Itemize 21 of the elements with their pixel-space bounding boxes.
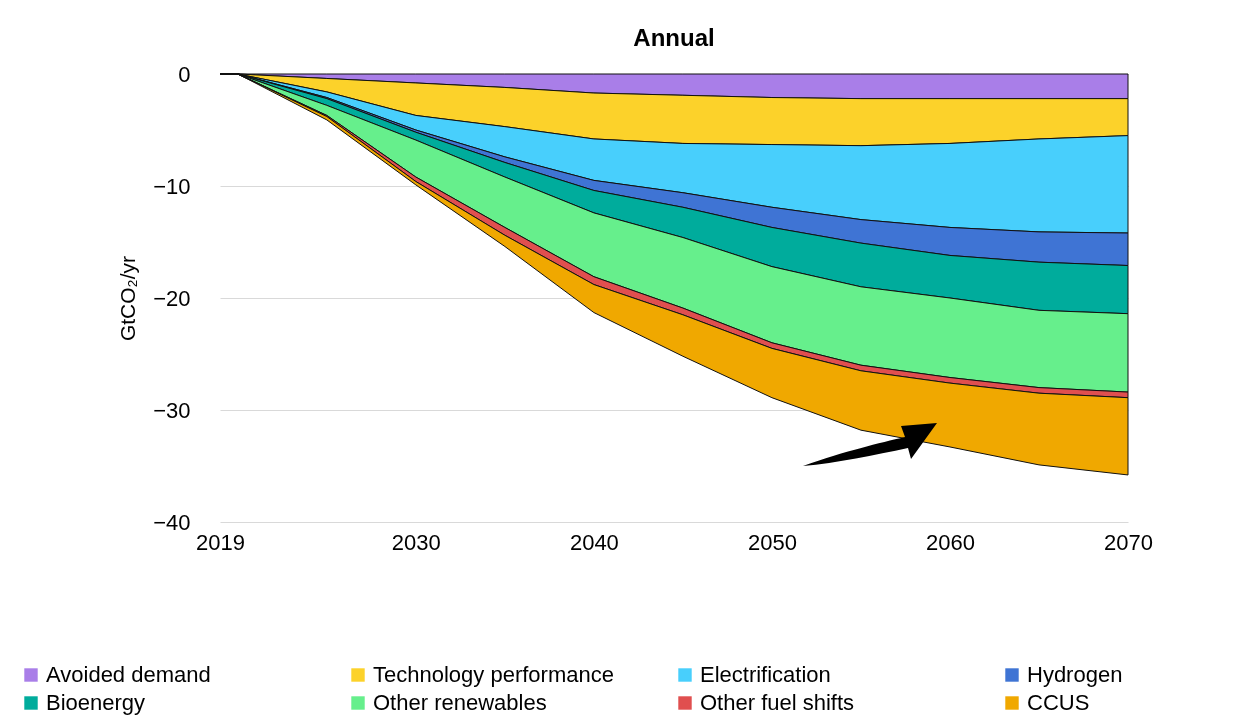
- x-tick-label: 2070: [1104, 529, 1153, 555]
- y-axis-title: GtCO₂/yr: [116, 255, 140, 342]
- y-tick-label: −30: [153, 397, 191, 423]
- legend-label: Other fuel shifts: [700, 690, 855, 715]
- y-tick-label: −40: [153, 509, 191, 535]
- x-tick-label: 2019: [196, 529, 245, 555]
- y-tick-label: −20: [153, 285, 191, 311]
- legend-label: Electrification: [700, 662, 831, 687]
- legend-label: Avoided demand: [46, 662, 211, 687]
- legend-label: Technology performance: [373, 662, 614, 687]
- legend-label: Other renewables: [373, 690, 547, 715]
- legend-label: Hydrogen: [1027, 662, 1123, 687]
- legend-label: Bioenergy: [46, 690, 146, 715]
- y-tick-label: −10: [153, 173, 191, 199]
- chart-title: Annual: [633, 24, 715, 51]
- y-tick-label: 0: [178, 61, 191, 87]
- x-tick-label: 2040: [569, 529, 619, 555]
- x-tick-label: 2050: [747, 529, 797, 555]
- x-tick-label: 2030: [391, 529, 441, 555]
- legend-label: CCUS: [1027, 690, 1090, 715]
- x-tick-label: 2060: [925, 529, 975, 555]
